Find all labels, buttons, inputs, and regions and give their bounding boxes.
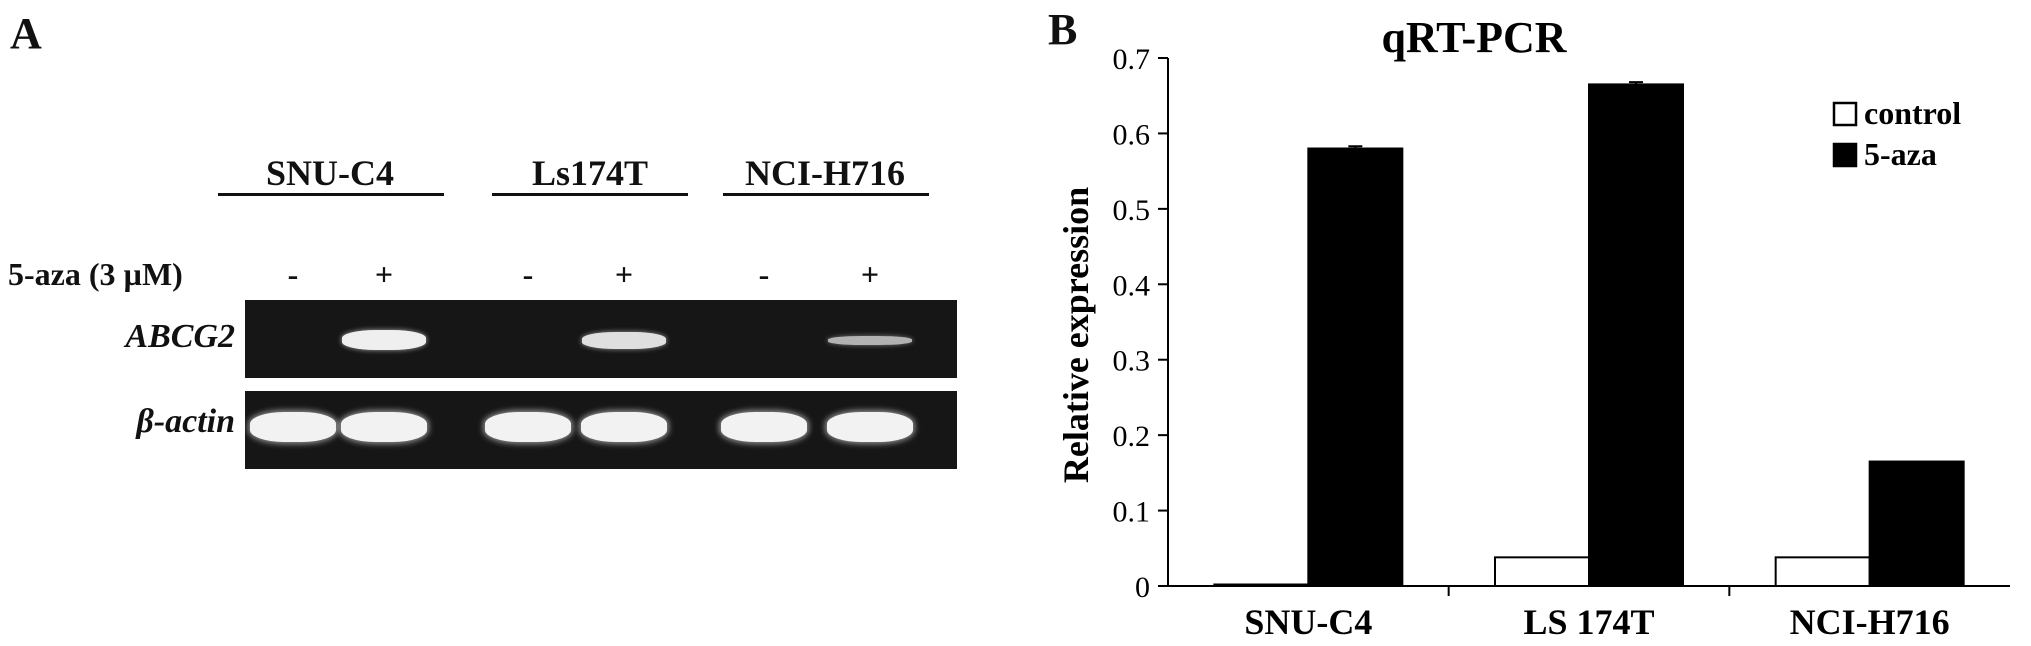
cell-line-label: Ls174T: [531, 153, 649, 193]
y-tick-label: 0.1: [1113, 496, 1151, 529]
bar-control: [1774, 556, 1871, 588]
actin-band: [341, 412, 427, 442]
abcg2-band: [828, 335, 912, 345]
bar-5aza: [1868, 460, 1965, 587]
chart-title: qRT-PCR: [1381, 13, 1567, 62]
bar-control: [1494, 556, 1590, 588]
actin-band: [485, 412, 571, 442]
y-tick-label: 0: [1135, 571, 1150, 604]
lane-sign: +: [614, 256, 634, 292]
treatment-label: 5-aza (3 µM): [8, 256, 183, 292]
abcg2-band: [582, 331, 666, 349]
actin-band: [721, 412, 807, 442]
lane-sign: -: [522, 256, 534, 292]
bar-control: [1213, 583, 1310, 588]
bar-5aza: [1307, 147, 1404, 587]
legend-label-control: control: [1864, 95, 1961, 131]
y-tick-label: 0.4: [1113, 269, 1151, 302]
cell-line-label: SNU-C4: [265, 153, 394, 193]
x-tick-label: SNU-C4: [1244, 602, 1372, 642]
lane-sign: +: [374, 256, 394, 292]
cell-line-label: NCI-H716: [745, 153, 905, 193]
chart-legend: control 5-aza: [1832, 95, 1961, 172]
abcg2-band: [342, 330, 426, 350]
y-tick-label: 0.6: [1113, 118, 1151, 151]
y-axis-label: Relative expression: [1056, 187, 1096, 483]
legend-label-5aza: 5-aza: [1864, 136, 1937, 172]
gene-label-actin: β-actin: [136, 403, 235, 440]
lane-sign: -: [758, 256, 770, 292]
actin-band: [827, 412, 913, 442]
panel-b-letter: B: [1048, 5, 1078, 54]
y-tick-label: 0.5: [1113, 194, 1151, 227]
lane-sign: -: [287, 256, 299, 292]
gene-label-abcg2: ABCG2: [125, 318, 235, 355]
y-tick-label: 0.3: [1113, 345, 1151, 378]
x-tick-label: NCI-H716: [1790, 602, 1950, 642]
cell-line-underline: [492, 193, 688, 196]
lane-sign: +: [860, 256, 880, 292]
legend-swatch-5aza: [1832, 142, 1858, 168]
cell-line-underline: [218, 193, 444, 196]
actin-band: [250, 412, 336, 442]
actin-band: [581, 412, 667, 442]
legend-swatch-control: [1832, 101, 1858, 127]
cell-line-underline: [723, 193, 929, 196]
panel-a-letter: A: [10, 9, 42, 58]
bar-5aza: [1588, 83, 1684, 588]
x-tick-label: LS 174T: [1523, 602, 1654, 642]
y-tick-label: 0.2: [1113, 420, 1151, 453]
y-tick-label: 0.7: [1113, 43, 1151, 76]
